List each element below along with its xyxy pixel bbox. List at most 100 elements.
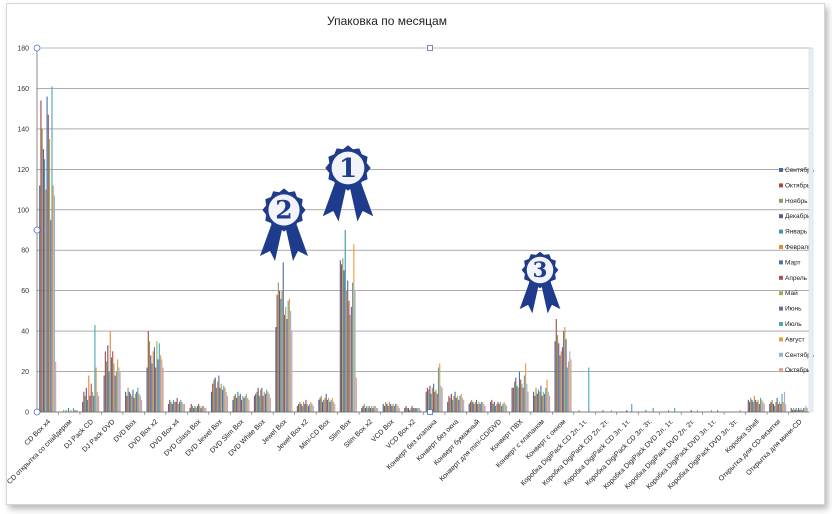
bar (774, 405, 776, 412)
bar (319, 397, 321, 412)
bar (441, 387, 443, 412)
bar (777, 403, 779, 412)
bar (191, 405, 194, 412)
bar (425, 391, 427, 412)
bar (167, 403, 170, 412)
bar (114, 375, 116, 412)
bar (791, 409, 794, 412)
bar (339, 260, 341, 412)
bar (793, 407, 795, 412)
bar (752, 401, 754, 412)
bar (320, 395, 322, 412)
bar (126, 395, 128, 412)
bar (751, 399, 753, 412)
bar (377, 407, 379, 412)
legend-label: Май (785, 289, 798, 297)
bar (233, 395, 235, 412)
bar (436, 393, 438, 412)
bar (404, 407, 406, 412)
bar (533, 391, 535, 412)
bar (428, 389, 430, 412)
bar (398, 407, 400, 412)
bar (449, 397, 451, 412)
bar (223, 385, 225, 412)
bar (169, 399, 171, 412)
bar (310, 401, 312, 412)
bar (383, 405, 386, 412)
bar (418, 407, 421, 412)
bar (440, 385, 442, 412)
bar (113, 363, 115, 412)
bar (468, 403, 470, 412)
bar (511, 387, 513, 412)
bar (456, 395, 459, 412)
bar (148, 341, 151, 412)
bar (90, 383, 92, 412)
bar (158, 343, 160, 412)
bar (85, 387, 87, 412)
bar (65, 409, 67, 412)
legend-label: Октябрь (785, 366, 811, 374)
bar (333, 401, 335, 412)
bar (156, 341, 158, 412)
bar (329, 401, 331, 412)
bar (506, 405, 508, 412)
bar (155, 367, 157, 412)
bar (790, 407, 792, 412)
bar (667, 409, 670, 412)
bar (279, 290, 281, 412)
legend-swatch (779, 183, 783, 188)
bar (253, 395, 255, 412)
bar (367, 407, 369, 412)
bar (190, 403, 192, 412)
bar (674, 407, 676, 412)
bar (177, 403, 179, 412)
bar (104, 351, 106, 412)
bar (472, 401, 474, 412)
legend-label: Октябрь (785, 181, 811, 189)
bar (288, 298, 290, 412)
bar (127, 387, 129, 412)
bar (463, 399, 465, 412)
resize-handle (33, 44, 41, 52)
plot-area-handles[interactable] (33, 44, 814, 416)
bar (131, 395, 133, 412)
bar (569, 351, 571, 412)
bar (431, 387, 433, 412)
bar (480, 401, 482, 412)
y-tick-label: 0 (25, 410, 29, 417)
bar (760, 397, 762, 412)
bar (72, 407, 75, 412)
bar (388, 401, 390, 412)
bar (475, 399, 478, 412)
bar (460, 393, 462, 412)
bar (48, 139, 51, 412)
bar (452, 399, 454, 412)
legend-label: Июль (785, 321, 802, 328)
bar (75, 409, 77, 412)
y-tick-label: 180 (17, 46, 29, 53)
legend-swatch (779, 306, 783, 311)
bar (198, 403, 200, 412)
legend-swatch (779, 368, 783, 373)
bar (492, 403, 494, 412)
bar (275, 327, 277, 412)
bar (354, 290, 356, 412)
bar (248, 399, 250, 412)
ribbon-center (331, 151, 365, 185)
bar (371, 405, 373, 412)
bar (781, 393, 783, 412)
bar (802, 407, 805, 412)
bar (503, 401, 505, 412)
axes: 0 20 40 60 80 100 120 140 160 180 (17, 46, 810, 417)
bar (325, 393, 327, 412)
bar (696, 409, 698, 412)
bar (753, 395, 755, 412)
bar (180, 399, 182, 412)
legend-swatch (779, 322, 783, 326)
bar (161, 359, 163, 412)
bar (415, 407, 417, 412)
bar (496, 403, 498, 412)
bar (564, 327, 566, 412)
